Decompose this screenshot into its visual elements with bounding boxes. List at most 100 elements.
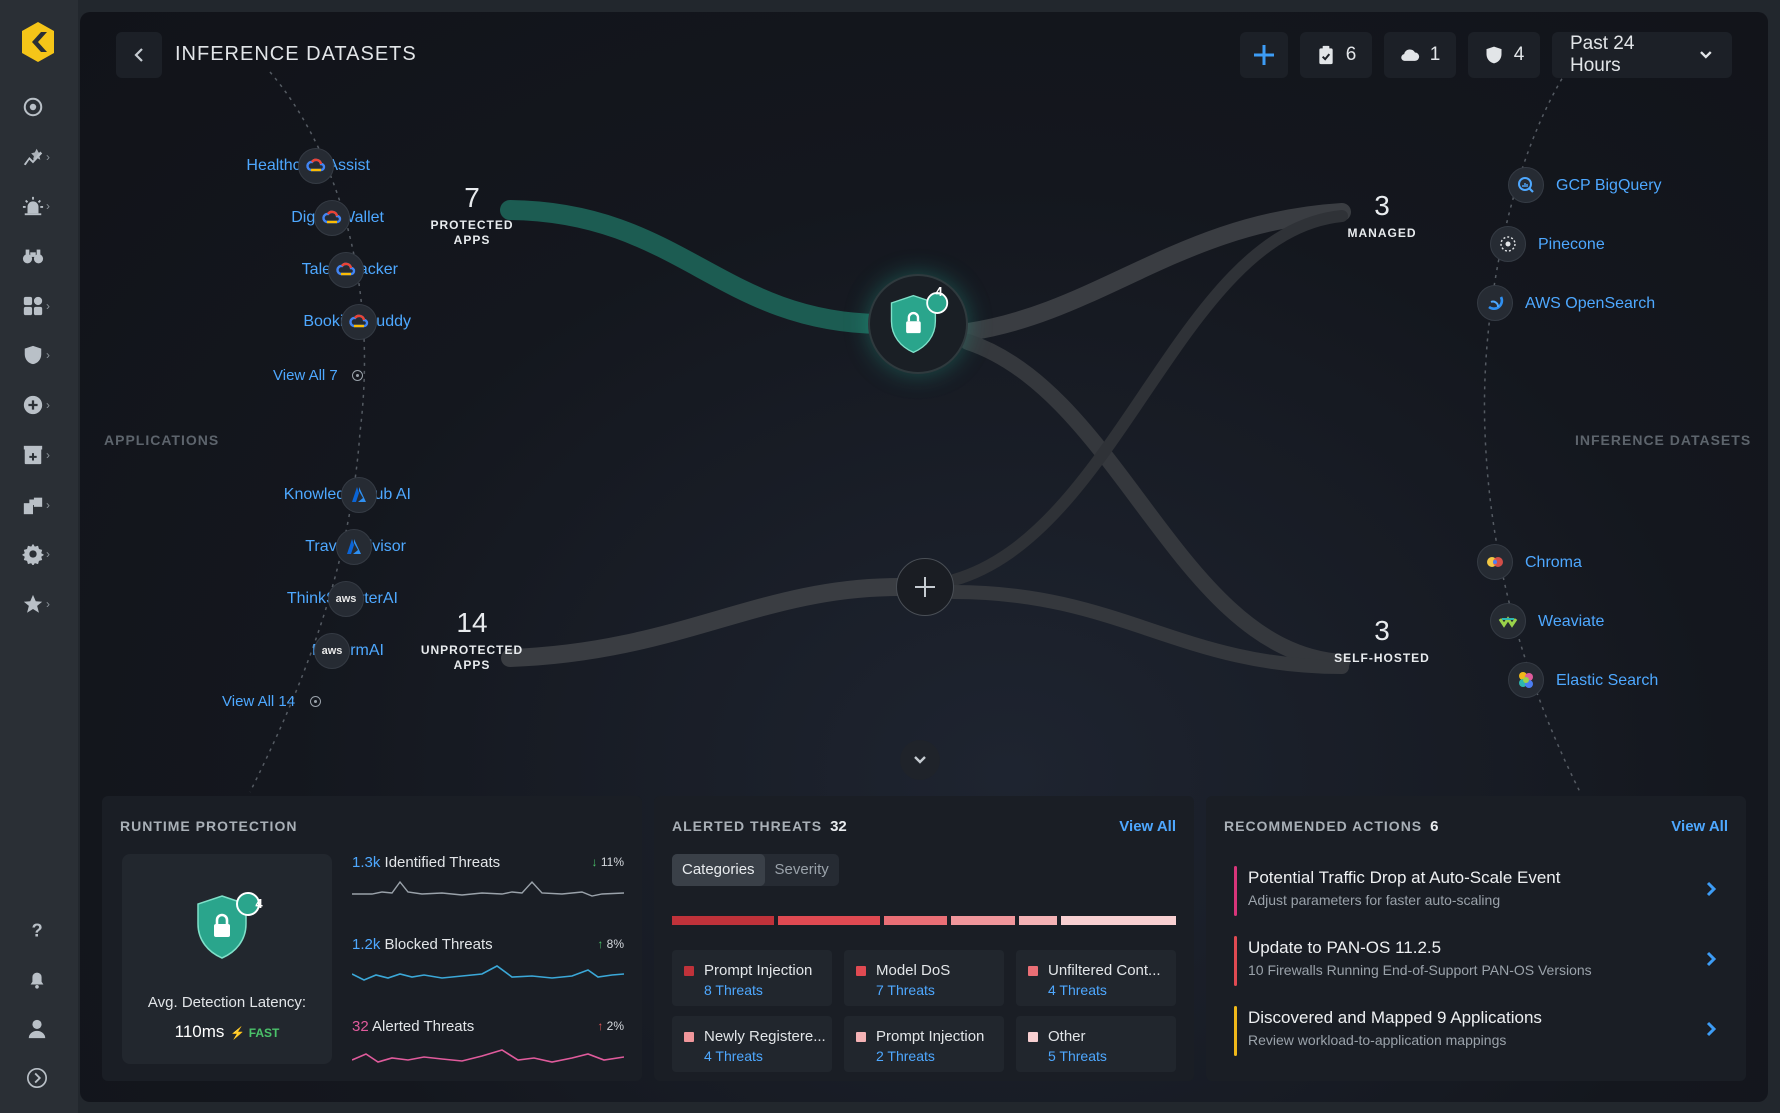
nav-alerts[interactable]: › <box>22 191 66 221</box>
metric-alerted-threats[interactable]: 32 Alerted Threats ↑ 2% <box>351 1018 625 1073</box>
expand-sidebar-button[interactable] <box>26 1063 70 1093</box>
back-button[interactable] <box>116 32 162 78</box>
nav-notifications[interactable] <box>26 964 70 994</box>
azure-icon <box>341 477 377 513</box>
metric-identified-threats[interactable]: 1.3k Identified Threats ↓ 11% <box>352 854 625 909</box>
azure-icon <box>336 529 372 565</box>
protected-apps-label: PROTECTED APPS <box>430 218 514 247</box>
datasets-section-label: INFERENCE DATASETS <box>1575 432 1752 448</box>
dataset-aws-opensearch[interactable]: AWS OpenSearch <box>1525 295 1656 312</box>
view-all-unprotected-apps[interactable]: View All 14 <box>222 693 296 710</box>
chroma-icon <box>1477 544 1513 580</box>
protected-flow <box>500 200 890 334</box>
expand-button[interactable] <box>900 740 940 780</box>
priority-bar <box>1234 1006 1237 1056</box>
cloud-button[interactable]: 1 <box>1384 32 1456 78</box>
action-item[interactable]: Update to PAN-OS 11.2.5 10 Firewalls Run… <box>1234 936 1734 986</box>
threat-color-swatch <box>856 966 866 976</box>
apps-grid-icon <box>23 296 43 316</box>
chevron-right-circle-icon <box>27 1068 47 1088</box>
threat-count-link[interactable]: 5 Threats <box>1048 1048 1107 1064</box>
identified-threats-sparkline <box>352 880 625 897</box>
chevron-right-icon[interactable] <box>1702 1020 1720 1038</box>
threat-bar-segment <box>777 916 880 925</box>
plus-badge-icon <box>23 395 43 415</box>
nav-discover[interactable] <box>22 241 66 271</box>
radar-icon <box>23 97 43 117</box>
threat-tile[interactable]: Unfiltered Cont... 4 Threats <box>1016 950 1176 1006</box>
priority-bar <box>1234 866 1237 916</box>
binoculars-icon <box>22 249 44 264</box>
plus-icon <box>915 577 935 597</box>
help-icon: ? <box>32 919 43 940</box>
latency-box: 4 Avg. Detection Latency: 110ms ⚡ FAST <box>122 854 332 1064</box>
dataset-pinecone[interactable]: Pinecone <box>1538 236 1605 253</box>
opensearch-icon <box>1477 285 1513 321</box>
threat-count-link[interactable]: 2 Threats <box>876 1048 935 1064</box>
actions-view-all-link[interactable]: View All <box>1671 818 1728 835</box>
cloud-count: 1 <box>1429 44 1441 65</box>
logo-icon[interactable] <box>18 20 58 64</box>
threat-count-link[interactable]: 4 Threats <box>704 1048 763 1064</box>
nav-dashboard[interactable] <box>22 92 66 122</box>
nav-security[interactable]: › <box>22 340 66 370</box>
threat-tile[interactable]: Prompt Injection 8 Threats <box>672 950 832 1006</box>
elastic-icon <box>1508 662 1544 698</box>
google-cloud-icon <box>328 252 364 288</box>
alarm-icon <box>22 196 44 216</box>
aws-icon: aws <box>314 633 350 669</box>
tab-categories[interactable]: Categories <box>672 854 765 886</box>
nav-workflows[interactable]: › <box>22 490 66 520</box>
protected-apps-count: 7 <box>464 182 480 213</box>
shield-icon <box>24 345 42 365</box>
action-item[interactable]: Discovered and Mapped 9 Applications Rev… <box>1234 1006 1734 1056</box>
sidebar: › › › › › › › › › ? <box>0 0 78 1113</box>
runtime-protection-title: RUNTIME PROTECTION <box>120 818 298 834</box>
threat-bar-segment <box>1061 916 1176 925</box>
activity-icon <box>23 148 43 166</box>
shield-button[interactable]: 4 <box>1468 32 1540 78</box>
threat-tile[interactable]: Prompt Injection 2 Threats <box>844 1016 1004 1072</box>
nav-help[interactable]: ? <box>26 915 70 945</box>
threat-tile[interactable]: Other 5 Threats <box>1016 1016 1176 1072</box>
nav-profile[interactable] <box>26 1014 70 1044</box>
star-icon <box>23 594 43 613</box>
time-range-select[interactable]: Past 24 Hours <box>1552 32 1732 78</box>
dataset-weaviate[interactable]: Weaviate <box>1538 613 1605 630</box>
threats-view-all-link[interactable]: View All <box>1119 818 1176 835</box>
nav-favorites[interactable]: › <box>22 589 66 619</box>
shield-icon <box>1486 46 1502 64</box>
dataset-chroma[interactable]: Chroma <box>1525 554 1582 571</box>
threat-count-link[interactable]: 7 Threats <box>876 982 935 998</box>
threat-color-swatch <box>856 1032 866 1042</box>
nav-add-ons[interactable]: › <box>22 390 66 420</box>
nav-activity[interactable]: › <box>22 142 66 172</box>
nav-settings[interactable]: › <box>22 539 66 569</box>
threat-count-link[interactable]: 4 Threats <box>1048 982 1107 998</box>
dataset-gcp-bigquery[interactable]: GCP BigQuery <box>1556 177 1662 194</box>
threat-count-link[interactable]: 8 Threats <box>704 982 763 998</box>
threat-tile[interactable]: Newly Registere... 4 Threats <box>672 1016 832 1072</box>
chevron-right-icon[interactable] <box>1702 880 1720 898</box>
chevron-right-icon[interactable] <box>1702 950 1720 968</box>
protected-hub[interactable]: 4 <box>868 274 968 374</box>
add-button[interactable] <box>1240 32 1288 78</box>
view-all-protected-apps[interactable]: View All 7 <box>273 367 338 384</box>
threat-name: Model DoS <box>876 962 951 979</box>
nav-policies[interactable]: › <box>22 440 66 470</box>
add-protection-button[interactable] <box>896 558 954 616</box>
action-item[interactable]: Potential Traffic Drop at Auto-Scale Eve… <box>1234 866 1734 916</box>
threat-tile[interactable]: Model DoS 7 Threats <box>844 950 1004 1006</box>
metric-blocked-threats[interactable]: 1.2k Blocked Threats ↑ 8% <box>351 936 625 991</box>
gear-icon <box>22 543 44 565</box>
nav-inventory[interactable]: › <box>22 291 66 321</box>
tasks-button[interactable]: 6 <box>1300 32 1372 78</box>
tab-severity[interactable]: Severity <box>774 861 829 878</box>
runtime-protection-card: RUNTIME PROTECTION 4 Avg. Detection Late… <box>102 796 642 1081</box>
managed-count: 3 <box>1374 190 1390 221</box>
dataset-elastic-search[interactable]: Elastic Search <box>1556 672 1659 689</box>
blocked-threats-sparkline <box>351 965 625 981</box>
threat-color-swatch <box>684 966 694 976</box>
unprotected-flow <box>501 578 907 667</box>
target-dot-icon <box>352 370 363 381</box>
